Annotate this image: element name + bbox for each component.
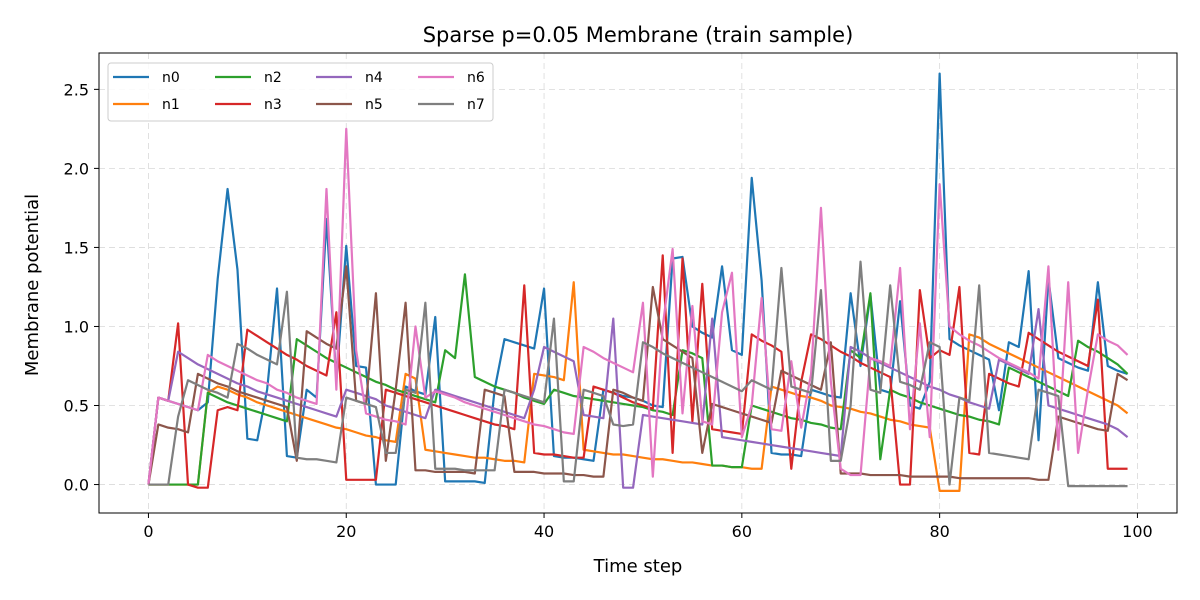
x-tick-label: 20 <box>336 522 356 541</box>
legend-box <box>107 62 494 122</box>
legend-label: n6 <box>467 70 485 86</box>
series-line-n3 <box>147 254 1128 489</box>
legend-label: n5 <box>365 97 383 113</box>
legend-label: n4 <box>365 70 383 86</box>
x-tick-label: 0 <box>143 522 153 541</box>
y-tick-label: 0.0 <box>64 476 89 495</box>
y-tick-label: 2.0 <box>64 159 89 178</box>
y-axis-label: Membrane potential <box>22 194 43 376</box>
plot-area <box>147 72 1129 492</box>
x-tick-label: 60 <box>732 522 752 541</box>
legend-label: n3 <box>264 97 282 113</box>
y-tick-label: 0.5 <box>64 397 89 416</box>
ticks: 0 20 40 60 80 100 0.0 0.5 1.0 1.5 2.0 2.5 <box>64 80 1153 541</box>
legend-label: n0 <box>162 70 180 86</box>
legend: n0 n1 n2 n3 n4 n5 n6 n7 <box>107 62 494 122</box>
y-tick-label: 1.0 <box>64 317 89 336</box>
legend-label: n2 <box>264 70 282 86</box>
y-tick-label: 1.5 <box>64 238 89 257</box>
chart-title: Sparse p=0.05 Membrane (train sample) <box>423 23 854 47</box>
x-axis-label: Time step <box>593 556 683 577</box>
axes-frame <box>98 52 1178 514</box>
series-line-n7 <box>148 260 1128 488</box>
y-tick-label: 2.5 <box>64 80 89 99</box>
x-tick-label: 100 <box>1122 522 1153 541</box>
series-line-n6 <box>147 127 1129 485</box>
series-line-n5 <box>147 265 1129 485</box>
legend-label: n7 <box>467 97 485 113</box>
x-tick-label: 40 <box>534 522 554 541</box>
legend-label: n1 <box>162 97 180 113</box>
series-line-n2 <box>148 273 1129 486</box>
x-tick-label: 80 <box>929 522 949 541</box>
